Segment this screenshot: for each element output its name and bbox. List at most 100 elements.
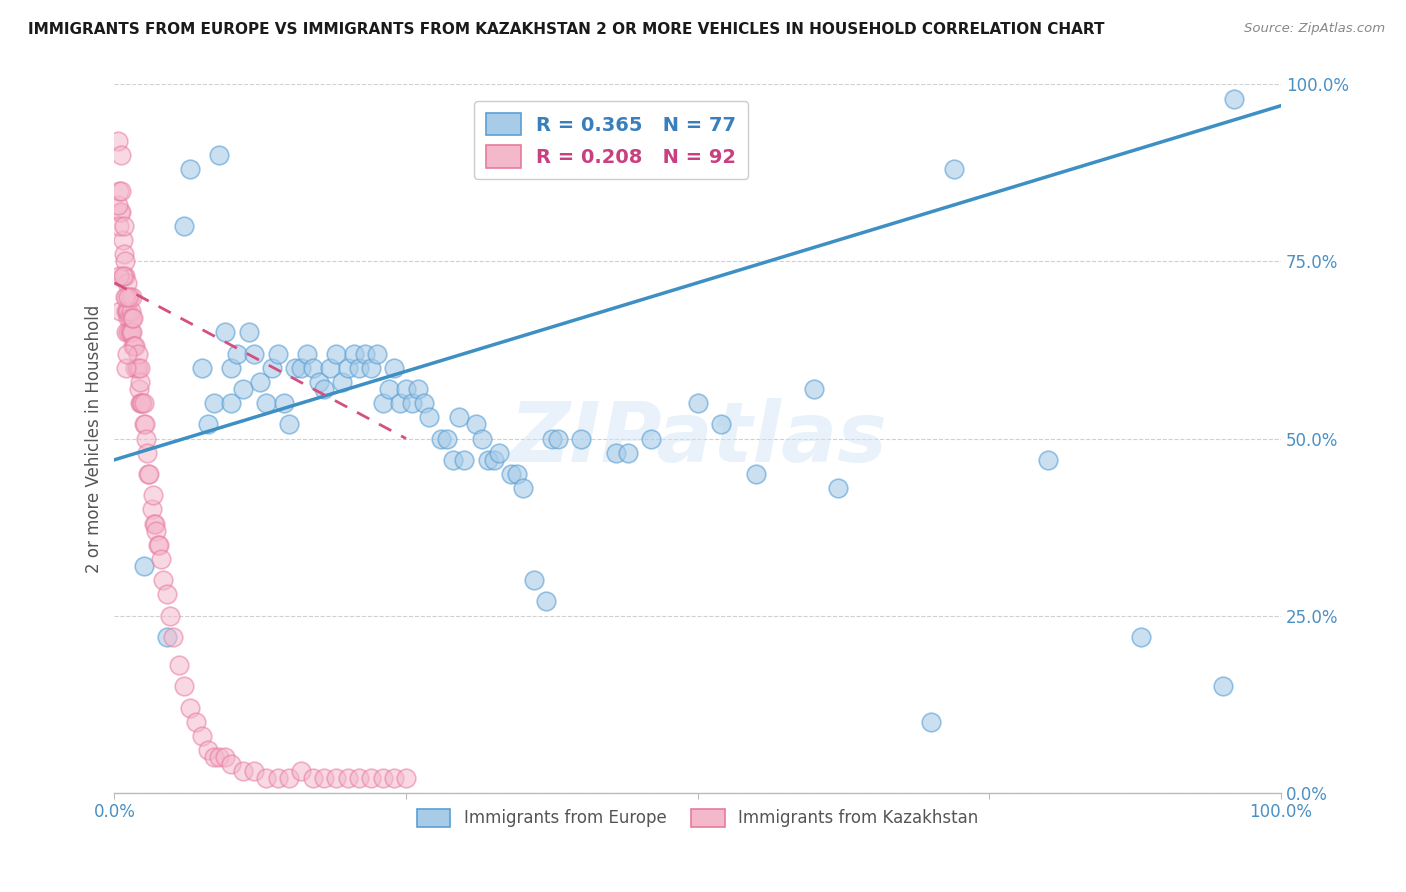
Point xyxy=(159,608,181,623)
Point xyxy=(132,559,155,574)
Point xyxy=(499,467,522,481)
Point xyxy=(377,382,399,396)
Point xyxy=(118,326,141,340)
Point xyxy=(319,360,342,375)
Point xyxy=(447,410,470,425)
Point xyxy=(148,538,170,552)
Point xyxy=(110,304,132,318)
Point xyxy=(143,516,166,531)
Point xyxy=(129,396,152,410)
Point xyxy=(267,346,290,360)
Point xyxy=(118,290,141,304)
Point xyxy=(110,148,132,162)
Point xyxy=(114,268,136,283)
Point xyxy=(360,772,382,786)
Point xyxy=(134,417,156,432)
Point xyxy=(132,417,155,432)
Point xyxy=(138,467,160,481)
Point xyxy=(453,452,475,467)
Point xyxy=(108,184,131,198)
Point xyxy=(436,432,458,446)
Point xyxy=(290,360,312,375)
Point xyxy=(129,375,152,389)
Point xyxy=(401,396,423,410)
Point xyxy=(541,432,564,446)
Point xyxy=(219,360,242,375)
Point xyxy=(395,772,418,786)
Point xyxy=(197,743,219,757)
Point xyxy=(686,396,709,410)
Point xyxy=(112,219,135,233)
Point xyxy=(156,630,179,644)
Point xyxy=(118,311,141,326)
Point xyxy=(117,304,139,318)
Point xyxy=(371,772,394,786)
Point xyxy=(142,488,165,502)
Point xyxy=(124,360,146,375)
Point xyxy=(107,134,129,148)
Point xyxy=(122,339,145,353)
Point xyxy=(125,360,148,375)
Point xyxy=(254,772,277,786)
Point xyxy=(1130,630,1153,644)
Point xyxy=(943,162,966,177)
Point xyxy=(110,205,132,219)
Point xyxy=(120,326,142,340)
Point xyxy=(488,446,510,460)
Point xyxy=(465,417,488,432)
Point xyxy=(349,772,371,786)
Point xyxy=(143,516,166,531)
Point xyxy=(173,219,195,233)
Point xyxy=(117,276,139,290)
Point xyxy=(232,382,254,396)
Point xyxy=(430,432,453,446)
Point xyxy=(290,764,312,779)
Point xyxy=(605,446,627,460)
Point xyxy=(197,417,219,432)
Y-axis label: 2 or more Vehicles in Household: 2 or more Vehicles in Household xyxy=(86,304,103,573)
Point xyxy=(506,467,529,481)
Point xyxy=(360,360,382,375)
Point xyxy=(441,452,464,467)
Point xyxy=(418,410,440,425)
Point xyxy=(482,452,505,467)
Point xyxy=(122,311,145,326)
Point xyxy=(336,772,359,786)
Point xyxy=(117,304,139,318)
Point xyxy=(471,432,494,446)
Point xyxy=(117,311,139,326)
Point xyxy=(129,396,152,410)
Point xyxy=(238,326,260,340)
Point xyxy=(295,346,318,360)
Point xyxy=(314,772,336,786)
Point xyxy=(569,432,592,446)
Point xyxy=(117,346,139,360)
Point xyxy=(406,382,429,396)
Point xyxy=(121,326,143,340)
Point xyxy=(208,750,231,764)
Point xyxy=(110,184,132,198)
Point xyxy=(173,680,195,694)
Point xyxy=(117,326,139,340)
Point xyxy=(284,360,307,375)
Point xyxy=(111,268,134,283)
Text: ZIPatlas: ZIPatlas xyxy=(509,398,887,479)
Point xyxy=(325,772,347,786)
Point xyxy=(354,346,377,360)
Point xyxy=(184,714,207,729)
Point xyxy=(1036,452,1059,467)
Point xyxy=(136,467,159,481)
Point xyxy=(214,326,236,340)
Point xyxy=(382,360,405,375)
Point xyxy=(146,538,169,552)
Point xyxy=(640,432,662,446)
Point xyxy=(330,375,353,389)
Point xyxy=(827,481,849,495)
Point xyxy=(179,700,201,714)
Point xyxy=(108,219,131,233)
Point xyxy=(179,162,201,177)
Point xyxy=(152,573,174,587)
Point xyxy=(114,290,136,304)
Point xyxy=(208,148,231,162)
Point xyxy=(395,382,418,396)
